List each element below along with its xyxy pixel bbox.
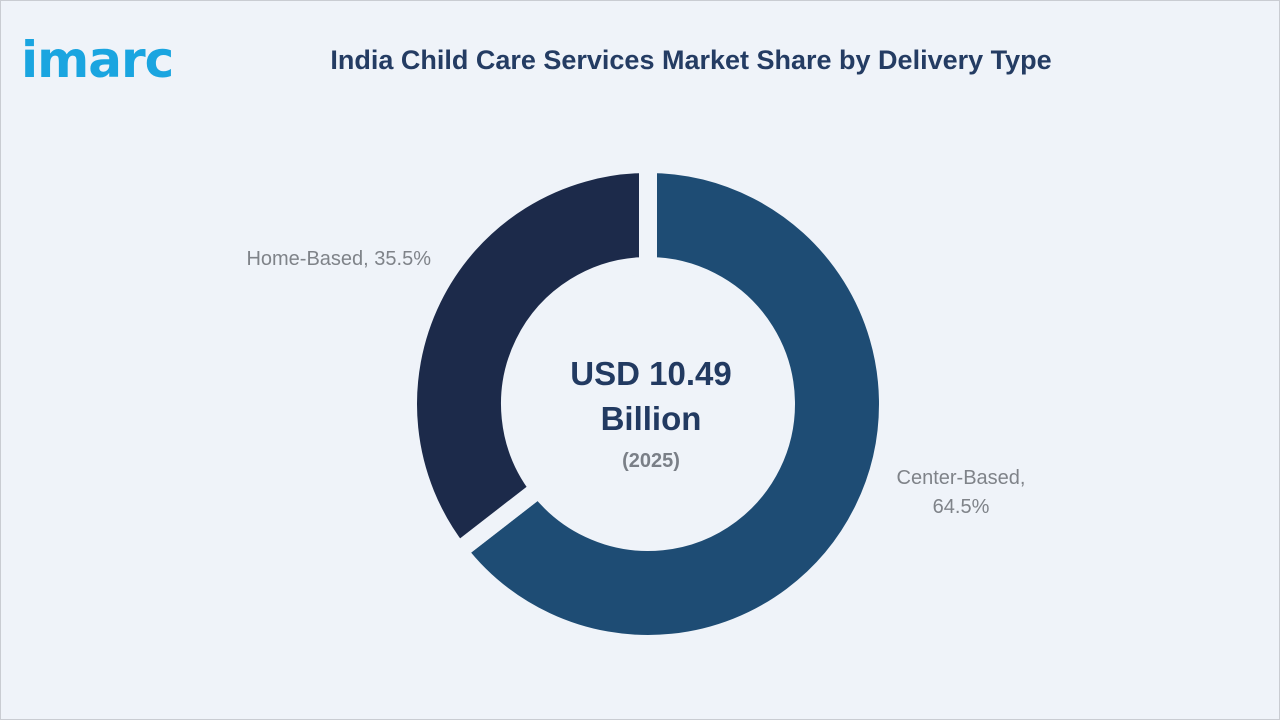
total-value-year: (2025) <box>622 450 680 472</box>
total-value-amount: USD 10.49 <box>570 355 732 392</box>
slice-center-based <box>445 154 897 653</box>
center-based-label: Center-Based, 64.5% <box>861 464 1061 522</box>
imarc-logo: imarc <box>21 15 174 89</box>
center-based-label-name: Center-Based, <box>896 467 1026 489</box>
logo-text: imarc <box>21 31 174 89</box>
home-based-label: Home-Based, 35.5% <box>246 248 431 270</box>
total-value-unit: Billion <box>600 400 702 437</box>
chart-title: India Child Care Services Market Share b… <box>330 45 1052 75</box>
slice-home-based <box>399 154 657 564</box>
center-based-label-value: 64.5% <box>932 496 990 518</box>
